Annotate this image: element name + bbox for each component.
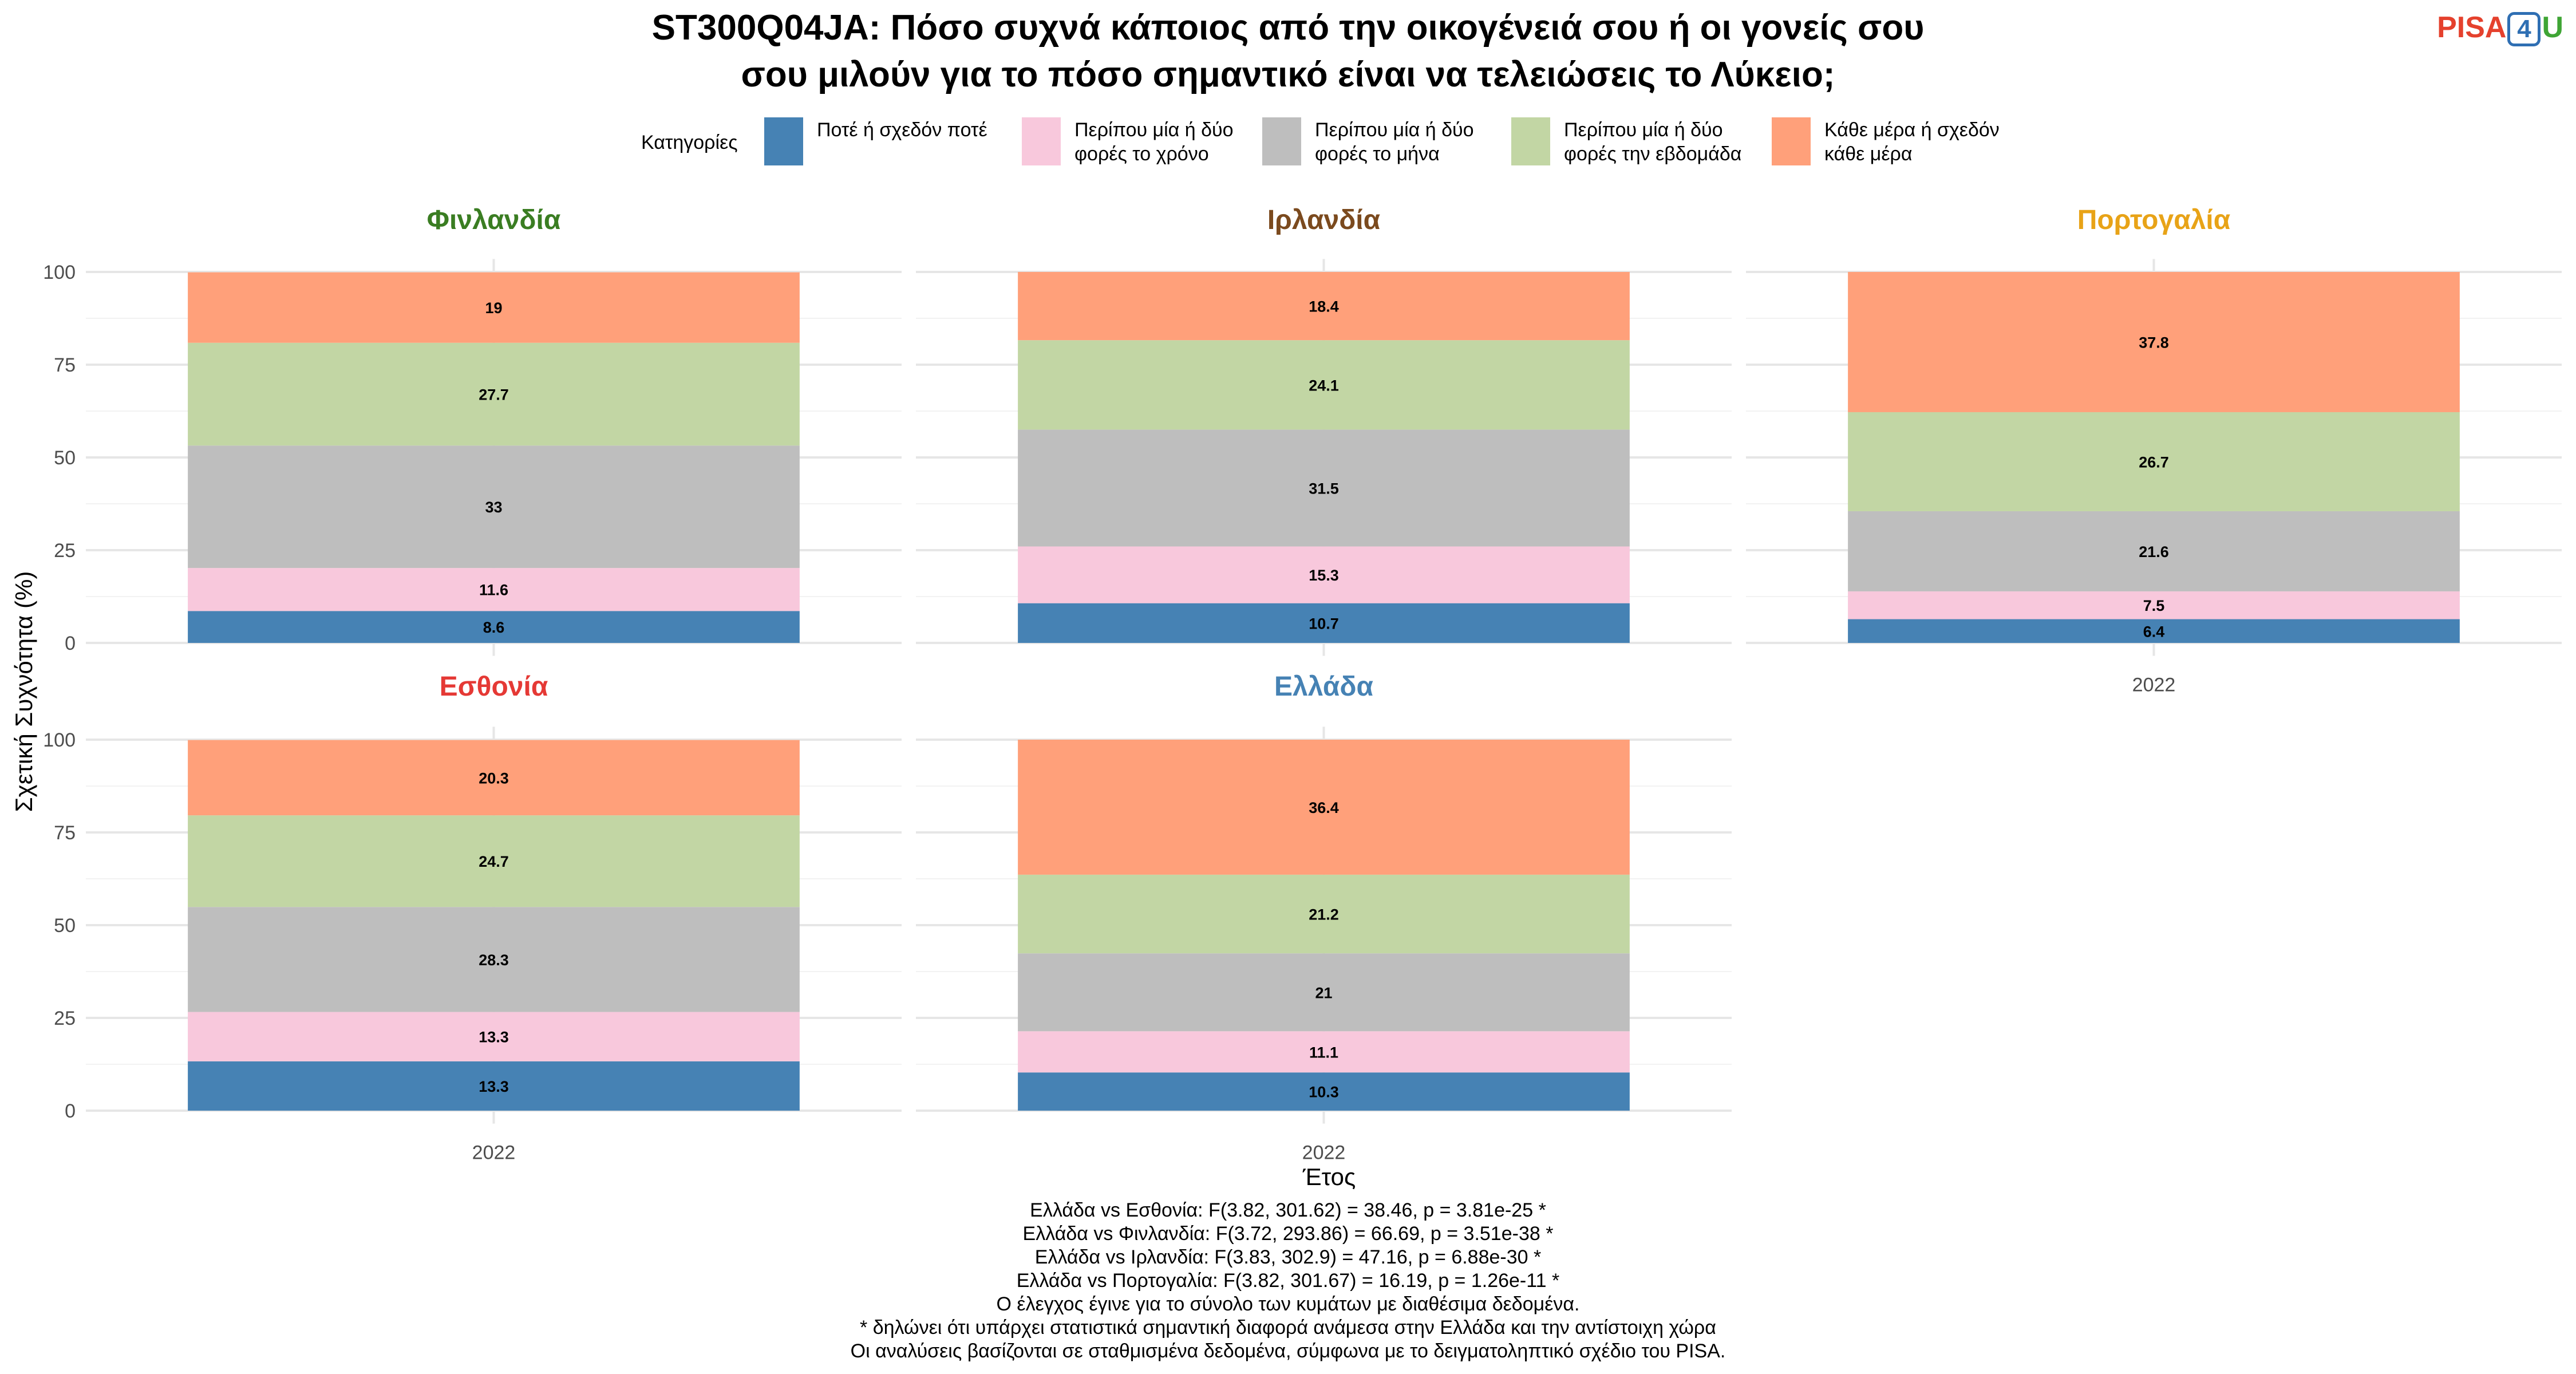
data-label: 11.1	[1309, 1044, 1338, 1061]
legend-label: Περίπου μία ή δύο φορές το μήνα	[1315, 119, 1474, 165]
data-label: 33	[485, 499, 502, 516]
bar-segment	[1848, 272, 2460, 412]
footer-line: Ελλάδα vs Εσθονία: F(3.82, 301.62) = 38.…	[1030, 1199, 1546, 1221]
data-label: 10.3	[1309, 1084, 1339, 1101]
y-tick-label: 100	[43, 262, 76, 283]
bar-segment	[1018, 603, 1630, 643]
legend-swatch	[1772, 117, 1811, 165]
bar-segment	[1018, 272, 1630, 341]
data-label: 21.2	[1309, 906, 1339, 923]
y-tick-label: 0	[65, 1100, 76, 1122]
bar-segment	[1848, 511, 2460, 591]
bar-segment	[1018, 1031, 1630, 1073]
bar-segment	[1848, 591, 2460, 619]
data-label: 18.4	[1309, 298, 1339, 315]
y-tick-label: 75	[54, 822, 76, 844]
bar-segment	[188, 568, 800, 611]
data-label: 7.5	[2143, 597, 2165, 614]
bar-segment	[1848, 619, 2460, 643]
bar-segment	[188, 815, 800, 907]
legend-label: Ποτέ ή σχεδόν ποτέ	[817, 119, 987, 141]
y-tick-label: 25	[54, 1008, 76, 1029]
bar-segment	[188, 1012, 800, 1061]
legend-title: Κατηγορίες	[641, 132, 738, 153]
data-label: 24.1	[1309, 377, 1339, 394]
footer-notes: Ελλάδα vs Εσθονία: F(3.82, 301.62) = 38.…	[0, 1199, 2576, 1363]
legend-label: Περίπου μία ή δύο φορές την εβδομάδα	[1564, 119, 1742, 165]
bar-segment	[1018, 740, 1630, 875]
footer-line: Οι αναλύσεις βασίζονται σε σταθμισμένα δ…	[850, 1340, 1726, 1362]
bar-segment	[188, 1061, 800, 1111]
legend-swatch	[1262, 117, 1301, 165]
y-tick-label: 50	[54, 447, 76, 469]
bar-segment	[188, 907, 800, 1012]
data-label: 27.7	[479, 386, 509, 404]
logo-pisa-text: PISA	[2437, 11, 2507, 44]
data-label: 13.3	[479, 1029, 509, 1046]
data-label: 15.3	[1309, 567, 1339, 584]
bar-segment	[1018, 874, 1630, 954]
data-label: 20.3	[479, 769, 509, 787]
y-tick-label: 25	[54, 540, 76, 562]
y-tick-label: 100	[43, 729, 76, 751]
bar-segment	[188, 272, 800, 343]
legend-label: Περίπου μία ή δύο φορές το χρόνο	[1074, 119, 1234, 165]
footer-line: Ο έλεγχος έγινε για το σύνολο των κυμάτω…	[996, 1293, 1580, 1315]
legend: Κατηγορίες Ποτέ ή σχεδόν ποτέ Περίπου μία…	[0, 116, 2576, 167]
panel-title: Φινλανδία	[427, 205, 561, 235]
pisa4u-logo: PISA 4 U	[2437, 10, 2563, 46]
bar-segment	[188, 445, 800, 568]
data-label: 26.7	[2139, 453, 2169, 471]
panel-title: Εσθονία	[440, 672, 548, 702]
data-label: 19	[485, 299, 502, 317]
bar-segment	[1018, 546, 1630, 603]
data-label: 36.4	[1309, 799, 1339, 816]
y-tick-label: 0	[65, 633, 76, 654]
bar-segment	[188, 342, 800, 446]
x-tick-label: 2022	[472, 1142, 516, 1164]
bar-segment	[1018, 953, 1630, 1032]
data-label: 28.3	[479, 951, 509, 969]
bar-segment	[1848, 412, 2460, 511]
title-line-1: ST300Q04JA: Πόσο συχνά κάποιος από την ο…	[651, 8, 1925, 48]
bar-segment	[1018, 340, 1630, 430]
legend-swatch	[1022, 117, 1061, 165]
panel-title: Ελλάδα	[1274, 672, 1373, 702]
x-axis-title: Έτος	[1302, 1163, 1356, 1190]
bar-segment	[1018, 1072, 1630, 1111]
data-label: 13.3	[479, 1078, 509, 1095]
logo-u-text: U	[2542, 11, 2563, 44]
footer-line: Ελλάδα vs Ιρλανδία: F(3.83, 302.9) = 47.…	[1034, 1246, 1542, 1268]
legend-swatch	[764, 117, 803, 165]
legend-label: Κάθε μέρα ή σχεδόν κάθε μέρα	[1824, 119, 2000, 165]
data-label: 10.7	[1309, 615, 1339, 632]
bar-segment	[188, 611, 800, 643]
footer-line: Ελλάδα vs Φινλανδία: F(3.72, 293.86) = 6…	[1022, 1223, 1554, 1245]
legend-swatch	[1511, 117, 1550, 165]
x-tick-label: 2022	[2132, 674, 2176, 696]
data-label: 6.4	[2143, 623, 2165, 640]
x-tick-label: 2022	[1302, 1142, 1346, 1164]
data-label: 24.7	[479, 853, 509, 870]
data-label: 31.5	[1309, 480, 1339, 497]
panel-title: Ιρλανδία	[1267, 205, 1381, 235]
bar-segment	[188, 740, 800, 816]
data-label: 11.6	[479, 582, 508, 599]
data-label: 21	[1315, 984, 1332, 1001]
data-label: 37.8	[2139, 334, 2169, 351]
footer-line: Ελλάδα vs Πορτογαλία: F(3.82, 301.67) = …	[1016, 1270, 1560, 1292]
logo-four-text: 4	[2507, 12, 2541, 46]
bar-segment	[1018, 429, 1630, 547]
y-tick-label: 75	[54, 354, 76, 376]
data-label: 8.6	[483, 619, 505, 636]
y-tick-label: 50	[54, 915, 76, 937]
footer-line: * δηλώνει ότι υπάρχει στατιστικά σημαντι…	[860, 1317, 1716, 1339]
data-label: 21.6	[2139, 543, 2169, 560]
chart-title: ST300Q04JA: Πόσο συχνά κάποιος από την ο…	[0, 5, 2576, 98]
panel-title: Πορτογαλία	[2077, 205, 2231, 235]
title-line-2: σου μιλούν για το πόσο σημαντικό είναι ν…	[741, 55, 1835, 94]
y-axis-title: Σχετική Συχνότητα (%)	[10, 571, 37, 812]
